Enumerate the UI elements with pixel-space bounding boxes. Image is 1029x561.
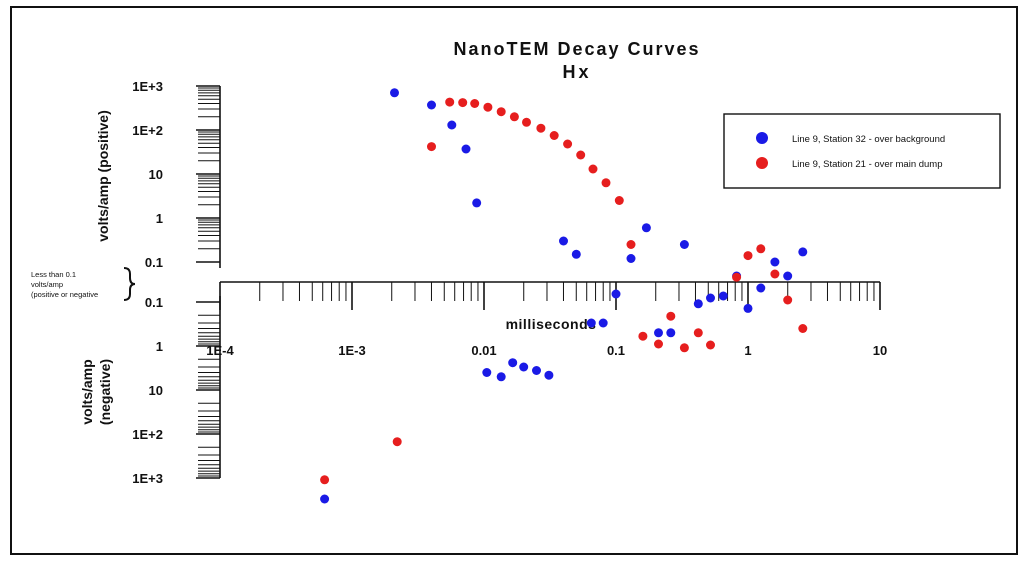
- data-point-station-32: [544, 370, 554, 380]
- data-point-station-21: [392, 437, 402, 447]
- data-point-station-21: [706, 340, 715, 350]
- data-point-station-32: [693, 299, 703, 309]
- threshold-note-line: Less than 0.1: [31, 270, 76, 279]
- data-point-station-21: [756, 244, 766, 254]
- legend-entry-label: Line 9, Station 32 - over background: [792, 134, 945, 145]
- chart-subtitle: Hx: [562, 62, 591, 82]
- data-point-station-32: [508, 358, 518, 368]
- chart-title: NanoTEM Decay Curves: [453, 39, 700, 59]
- legend-marker: [756, 132, 768, 144]
- brace-icon: [123, 267, 136, 301]
- data-point-station-32: [571, 249, 581, 259]
- data-point-station-21: [679, 343, 689, 353]
- x-tick-label: 1E-4: [206, 343, 234, 358]
- y-tick-label-positive: 1E+3: [132, 79, 163, 94]
- data-point-station-32: [743, 303, 753, 313]
- chart-frame: [10, 6, 1018, 555]
- y-axis-label-positive: volts/amp (positive): [95, 110, 111, 241]
- y-tick-label-negative: 1E+2: [132, 427, 163, 442]
- data-point-station-32: [320, 494, 330, 504]
- data-point-station-21: [496, 107, 506, 117]
- data-point-station-32: [718, 291, 728, 301]
- legend-entry-label: Line 9, Station 21 - over main dump: [792, 159, 943, 170]
- data-point-station-21: [601, 178, 611, 188]
- data-point-station-32: [798, 247, 808, 257]
- data-point-station-32: [532, 366, 541, 375]
- y-tick-label-negative: 10: [149, 383, 163, 398]
- data-point-station-32: [706, 293, 715, 303]
- data-point-station-32: [626, 254, 636, 263]
- data-point-station-32: [461, 144, 471, 154]
- legend-marker: [756, 157, 768, 169]
- data-point-station-21: [732, 272, 742, 282]
- data-point-station-32: [519, 362, 529, 372]
- x-tick-label: 0.01: [471, 343, 496, 358]
- legend: Line 9, Station 32 - over background Line…: [723, 113, 1001, 189]
- data-point-station-21: [576, 150, 586, 160]
- data-point-station-32: [611, 289, 621, 299]
- data-point-station-32: [472, 198, 482, 208]
- data-point-station-21: [470, 99, 480, 108]
- data-point-station-32: [679, 240, 689, 249]
- axis-labels: 1E-4 1E-3 0.01 0.1 1 10milliseconds1E+31E+210…: [31, 39, 887, 486]
- data-point-station-21: [509, 112, 519, 122]
- data-point-station-32: [559, 236, 568, 246]
- data-point-station-21: [693, 328, 703, 338]
- data-point-station-21: [770, 269, 780, 279]
- y-tick-label-positive: 1: [156, 211, 163, 226]
- y-tick-label-positive: 0.1: [145, 255, 163, 270]
- y-tick-label-positive: 10: [149, 167, 163, 182]
- y-tick-label-negative: 1E+3: [132, 471, 163, 486]
- data-point-station-32: [496, 372, 506, 382]
- data-point-station-21: [549, 131, 559, 140]
- data-point-station-32: [586, 318, 596, 328]
- data-point-station-32: [783, 271, 793, 281]
- data-point-station-21: [320, 475, 330, 485]
- data-point-station-21: [614, 196, 624, 205]
- data-point-station-32: [447, 120, 457, 130]
- x-tick-label: 10: [873, 343, 887, 358]
- data-point-station-32: [756, 283, 766, 293]
- data-point-station-32: [666, 328, 676, 338]
- y-tick-label-negative: 0.1: [145, 295, 163, 310]
- data-point-station-21: [483, 102, 493, 112]
- data-point-station-32: [654, 328, 663, 338]
- x-tick-label: 1: [744, 343, 751, 358]
- data-point-station-21: [522, 117, 531, 127]
- y-tick-label-negative: 1: [156, 339, 163, 354]
- threshold-note-line: (positive or negative: [31, 290, 98, 299]
- data-points: [320, 88, 808, 504]
- data-point-station-21: [458, 98, 468, 108]
- data-point-station-21: [588, 164, 598, 174]
- data-point-station-21: [638, 331, 648, 341]
- data-point-station-21: [783, 295, 793, 305]
- data-point-station-21: [743, 251, 753, 261]
- x-tick-label: 0.1: [607, 343, 625, 358]
- data-point-station-32: [427, 100, 436, 110]
- data-point-station-21: [666, 311, 676, 321]
- data-point-station-32: [390, 88, 399, 98]
- y-axis-label-negative: volts/amp (negative): [79, 359, 113, 425]
- data-point-station-21: [798, 324, 808, 333]
- x-tick-label: 1E-3: [338, 343, 365, 358]
- axes: [196, 85, 881, 479]
- data-point-station-21: [626, 240, 636, 249]
- data-point-station-32: [770, 257, 780, 267]
- threshold-note-line: volts/amp: [31, 280, 63, 289]
- data-point-station-21: [427, 142, 436, 152]
- data-point-station-21: [563, 139, 573, 149]
- data-point-station-32: [641, 223, 651, 233]
- data-point-station-21: [536, 123, 546, 133]
- x-axis-label: milliseconds: [506, 316, 597, 332]
- data-point-station-32: [598, 318, 608, 328]
- data-point-station-21: [654, 339, 663, 349]
- data-point-station-21: [445, 97, 455, 107]
- y-tick-label-positive: 1E+2: [132, 123, 163, 138]
- legend-box: [723, 113, 1001, 189]
- data-point-station-32: [482, 368, 492, 377]
